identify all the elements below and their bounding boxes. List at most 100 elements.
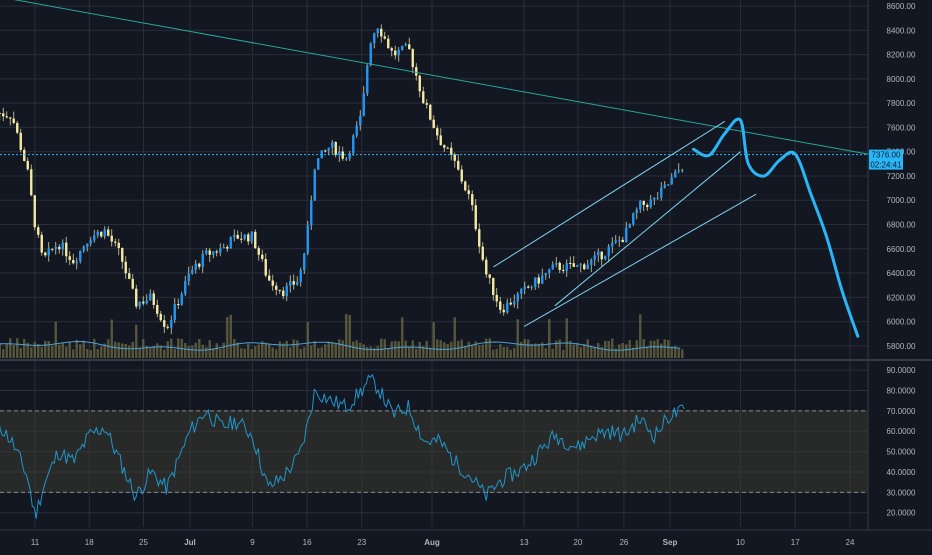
volume-bar <box>537 343 540 358</box>
candle-body <box>96 231 99 236</box>
volume-bar <box>23 338 26 358</box>
volume-bar <box>61 342 64 358</box>
candle-body <box>467 190 470 195</box>
volume-bar <box>201 344 204 358</box>
volume-bar <box>257 344 260 358</box>
candle-body <box>254 231 257 249</box>
candle-body <box>44 252 47 256</box>
volume-bar <box>649 340 652 358</box>
candle-body <box>128 273 131 279</box>
volume-bar <box>457 340 460 358</box>
volume-bar <box>359 342 362 358</box>
candle-body <box>289 281 292 286</box>
candle-body <box>240 238 243 240</box>
volume-bar <box>474 341 477 358</box>
candle-body <box>58 246 61 250</box>
descending-trendline <box>13 0 882 158</box>
volume-bar <box>677 348 680 358</box>
volume-bar <box>380 338 383 358</box>
volume-bar <box>478 345 481 358</box>
candle-body <box>89 240 92 244</box>
volume-bar <box>285 340 288 358</box>
volume-bar <box>394 340 397 358</box>
volume-bar <box>334 343 337 358</box>
candle-body <box>201 253 204 267</box>
volume-bar <box>415 348 418 358</box>
candle-body <box>177 303 180 305</box>
candle-body <box>366 65 369 94</box>
volume-bar <box>187 345 190 358</box>
volume-bar <box>292 339 295 358</box>
volume-bar <box>247 343 250 358</box>
time-tick-label: Sep <box>663 538 678 547</box>
volume-bar <box>541 342 544 358</box>
candle-body <box>352 135 355 154</box>
volume-bar <box>268 344 271 358</box>
candle-body <box>404 44 407 46</box>
volume-bar <box>236 342 239 358</box>
price-tick-label: 7800.00 <box>887 99 916 108</box>
volume-bar <box>569 340 572 358</box>
candle-body <box>632 213 635 225</box>
candle-body <box>460 169 463 182</box>
candle-body <box>135 288 138 307</box>
candle-body <box>583 264 586 270</box>
volume-bar <box>422 346 425 358</box>
candle-body <box>219 248 222 253</box>
candle-body <box>75 261 78 264</box>
candle-body <box>306 225 309 254</box>
volume-bar <box>376 346 379 358</box>
volume-bar <box>306 322 309 358</box>
volume-bar <box>68 342 71 358</box>
volume-bar <box>401 317 404 358</box>
volume-bar <box>674 345 677 358</box>
volume-bar <box>299 348 302 358</box>
volume-bars <box>0 313 684 358</box>
volume-bar <box>317 347 320 358</box>
volume-bar <box>222 342 225 358</box>
volume-bar <box>313 341 316 358</box>
volume-bar <box>366 346 369 358</box>
candle-body <box>663 184 666 188</box>
candle-body <box>93 235 96 241</box>
volume-bar <box>124 343 127 358</box>
candle-body <box>499 301 502 310</box>
time-tick-label: 24 <box>846 538 855 547</box>
volume-bar <box>355 340 358 358</box>
volume-bar <box>9 338 12 358</box>
candle-body <box>107 229 110 236</box>
candle-body <box>670 177 673 185</box>
candle-body <box>544 273 547 276</box>
candle-body <box>61 242 64 250</box>
volume-bar <box>429 347 432 358</box>
volume-bar <box>296 340 299 358</box>
candle-body <box>26 160 29 170</box>
candle-body <box>215 251 218 253</box>
candle-body <box>506 302 509 313</box>
volume-bar <box>338 339 341 358</box>
candle-body <box>362 93 365 116</box>
candle-body <box>593 255 596 260</box>
candle-body <box>184 281 187 295</box>
candle-body <box>103 229 106 237</box>
price-tick-label: 7000.00 <box>887 196 916 205</box>
volume-bar <box>411 340 414 358</box>
time-tick-label: 9 <box>250 538 255 547</box>
rsi-tick-label: 20.0000 <box>887 509 916 518</box>
volume-bar <box>527 339 530 358</box>
candle-body <box>194 263 197 270</box>
volume-bar <box>611 338 614 358</box>
rsi-band-fill <box>0 410 868 493</box>
candle-body <box>548 269 551 274</box>
price-tick-label: 8000.00 <box>887 75 916 84</box>
candle-body <box>408 44 411 50</box>
volume-ma-line <box>0 340 681 351</box>
volume-bar <box>663 339 666 358</box>
volume-bar <box>243 348 246 358</box>
volume-bar <box>205 347 208 358</box>
volume-bar <box>107 339 110 358</box>
price-tick-label: 5800.00 <box>887 342 916 351</box>
candle-body <box>226 246 229 249</box>
volume-bar <box>432 322 435 358</box>
